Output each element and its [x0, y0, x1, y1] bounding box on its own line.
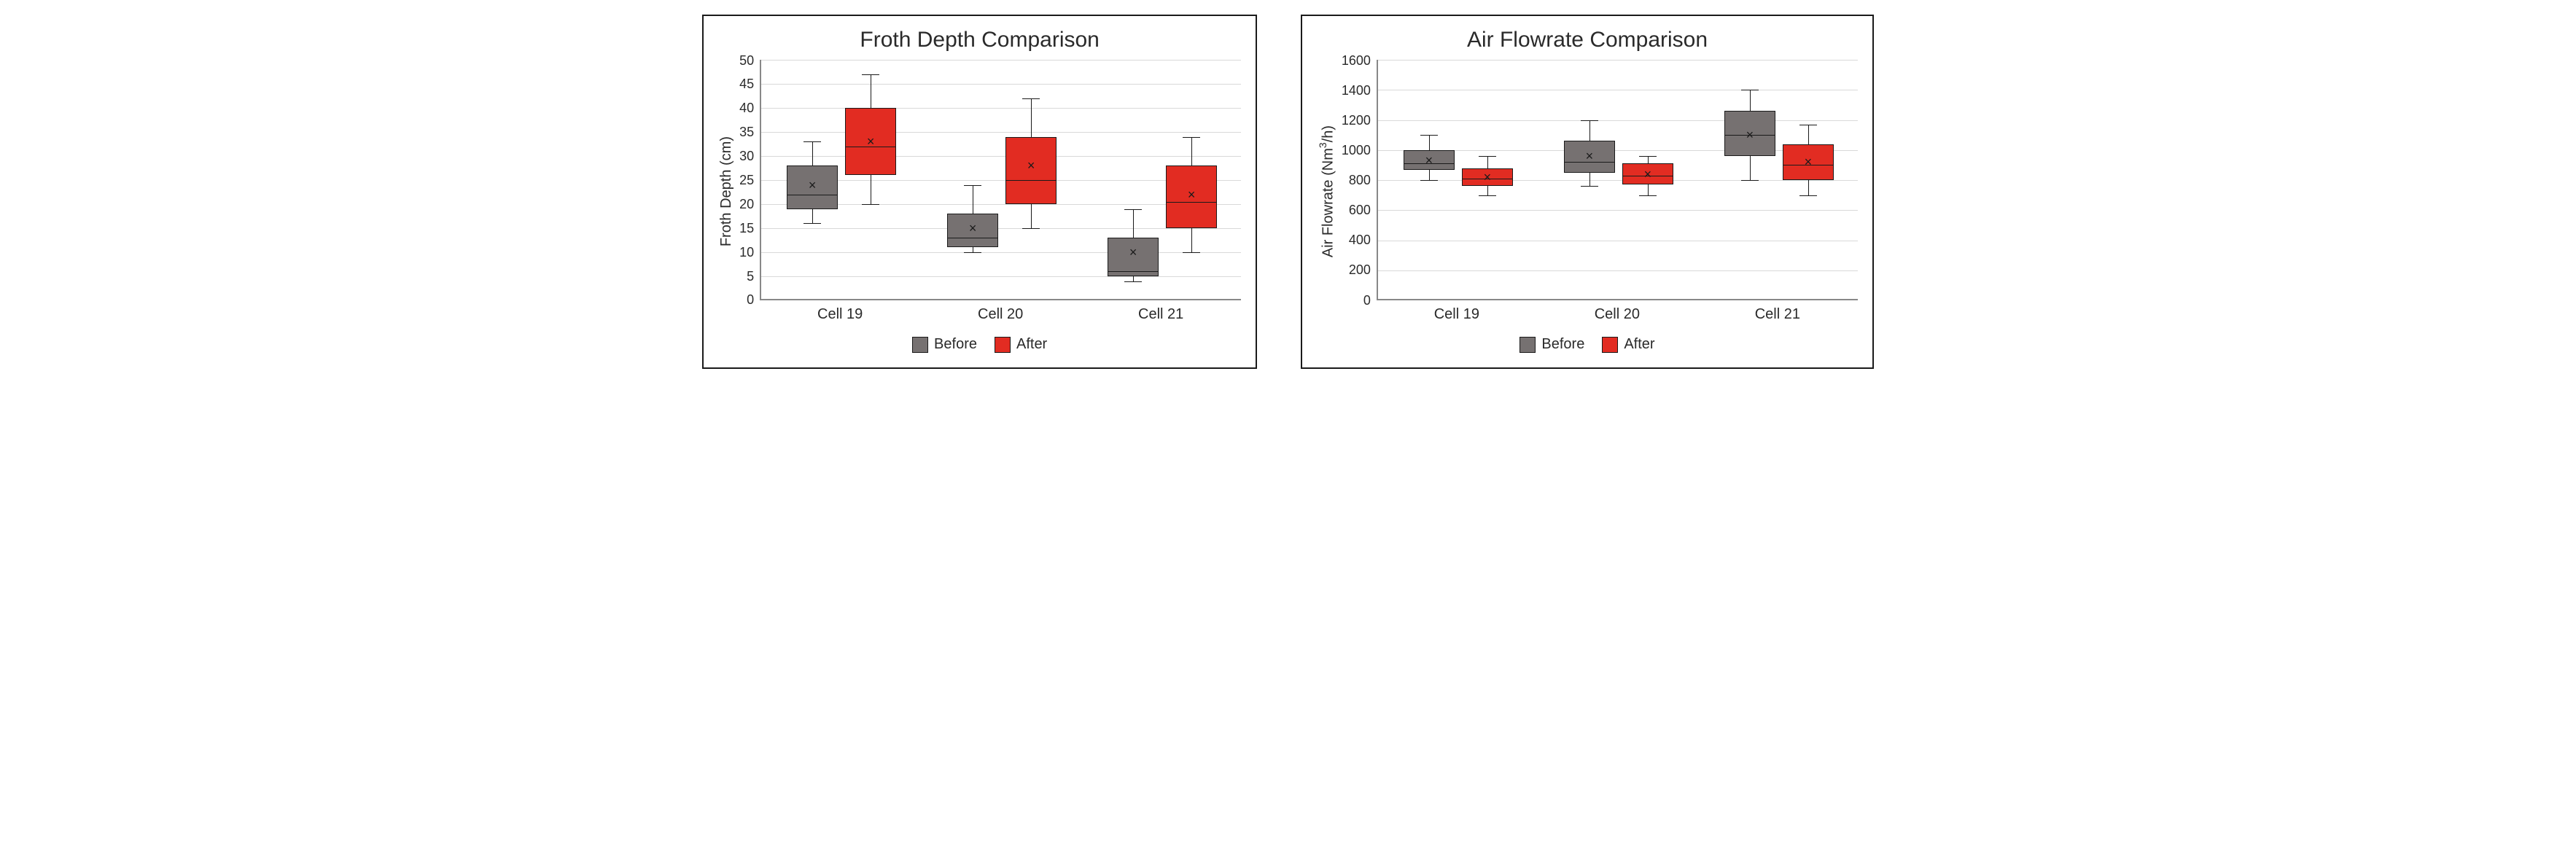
- plot-area: ××××××: [1377, 60, 1858, 300]
- y-axis-label: Froth Depth (cm): [718, 136, 735, 246]
- legend-swatch: [1519, 337, 1536, 353]
- box-after: [1462, 168, 1513, 187]
- chart-title: Froth Depth Comparison: [860, 28, 1099, 52]
- legend-item: After: [995, 336, 1047, 353]
- legend-label: After: [1016, 336, 1047, 353]
- x-ticks: Cell 19Cell 20Cell 21: [760, 306, 1241, 323]
- plot-area: ××××××: [760, 60, 1241, 300]
- x-ticks: Cell 19Cell 20Cell 21: [1377, 306, 1858, 323]
- legend-swatch: [912, 337, 928, 353]
- box-before: [1404, 150, 1455, 170]
- box-after: [845, 108, 896, 175]
- box-after: [1622, 163, 1673, 184]
- legend-item: Before: [912, 336, 977, 353]
- box-after: [1005, 137, 1057, 204]
- y-ticks: 16001400120010008006004002000: [1342, 60, 1377, 300]
- y-axis-label: Air Flowrate (Nm3/h): [1317, 125, 1337, 257]
- chart-title: Air Flowrate Comparison: [1467, 28, 1708, 52]
- chart-panel-air: Air Flowrate Comparison Air Flowrate (Nm3…: [1301, 15, 1874, 369]
- chart-panel-froth: Froth Depth Comparison Froth Depth (cm)50…: [702, 15, 1257, 369]
- legend-item: Before: [1519, 336, 1584, 353]
- box-before: [787, 165, 838, 208]
- y-ticks: 50454035302520151050: [739, 60, 760, 300]
- legend-item: After: [1602, 336, 1654, 353]
- legend-label: After: [1624, 336, 1654, 353]
- legend: Before After: [1519, 336, 1654, 353]
- box-after: [1166, 165, 1217, 228]
- box-before: [1724, 111, 1775, 156]
- legend-label: Before: [934, 336, 977, 353]
- box-after: [1783, 144, 1834, 181]
- legend-swatch: [1602, 337, 1618, 353]
- box-before: [947, 214, 998, 247]
- box-before: [1108, 238, 1159, 276]
- legend-label: Before: [1541, 336, 1584, 353]
- legend: Before After: [912, 336, 1047, 353]
- legend-swatch: [995, 337, 1011, 353]
- box-before: [1564, 141, 1615, 172]
